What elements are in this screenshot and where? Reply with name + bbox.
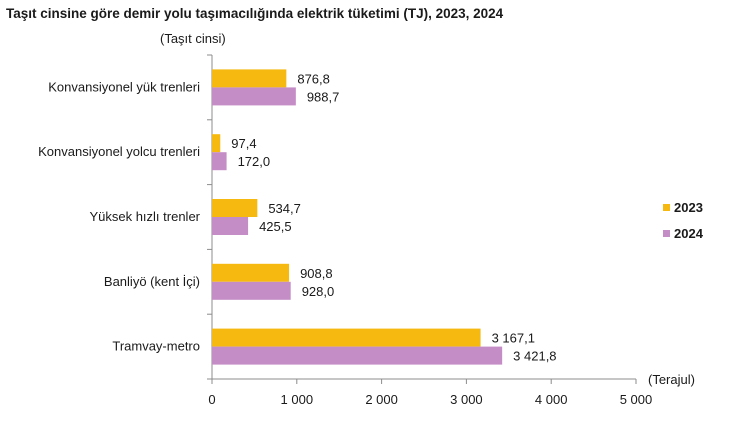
category-label: Konvansiyonel yük trenleri — [48, 79, 200, 94]
bar-2024 — [212, 152, 227, 171]
category-label: Konvansiyonel yolcu trenleri — [38, 144, 200, 159]
legend-swatch-2024 — [663, 229, 670, 237]
x-tick-label: 0 — [208, 392, 215, 407]
bar-2024 — [212, 87, 296, 106]
category-label: Yüksek hızlı trenler — [89, 209, 200, 224]
bar-2023 — [212, 134, 221, 153]
data-label-2023: 876,8 — [297, 71, 330, 86]
data-label-2024: 172,0 — [238, 154, 271, 169]
legend-item-2024: 2024 — [663, 224, 703, 242]
x-tick-label: 2 000 — [365, 392, 398, 407]
data-label-2023: 3 167,1 — [492, 331, 535, 346]
legend-swatch-2023 — [663, 203, 670, 211]
category-label: Tramvay-metro — [112, 339, 200, 354]
bar-2023 — [212, 263, 290, 282]
category-label: Banliyö (kent İçi) — [104, 274, 200, 289]
data-label-2024: 988,7 — [307, 89, 340, 104]
data-label-2024: 425,5 — [259, 219, 292, 234]
bar-2024 — [212, 281, 291, 300]
bar-2024 — [212, 346, 503, 365]
bar-2023 — [212, 69, 287, 88]
legend: 2023 2024 — [663, 198, 703, 250]
x-tick-label: 4 000 — [535, 392, 568, 407]
bar-2023 — [212, 328, 481, 347]
data-label-2023: 97,4 — [231, 136, 256, 151]
data-label-2024: 928,0 — [302, 284, 335, 299]
legend-label-2024: 2024 — [674, 225, 703, 241]
x-tick-label: 3 000 — [450, 392, 483, 407]
x-tick-label: 5 000 — [620, 392, 653, 407]
y-axis-title: (Taşıt cinsi) — [160, 31, 226, 46]
x-tick-label: 1 000 — [281, 392, 314, 407]
x-axis-unit: (Terajul) — [648, 372, 695, 387]
legend-label-2023: 2023 — [674, 199, 703, 215]
bar-2023 — [212, 199, 258, 217]
bar-2024 — [212, 217, 249, 235]
chart-title: Taşıt cinsine göre demir yolu taşımacılı… — [6, 6, 504, 21]
data-label-2023: 534,7 — [268, 201, 301, 216]
data-label-2023: 908,8 — [300, 266, 333, 281]
legend-item-2023: 2023 — [663, 198, 703, 216]
data-label-2024: 3 421,8 — [513, 349, 556, 364]
